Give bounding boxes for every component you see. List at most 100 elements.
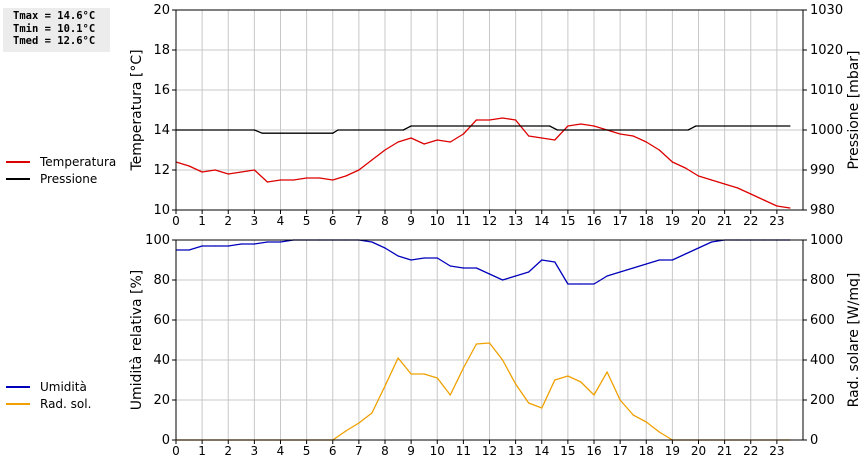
x-tick-label: 9: [407, 444, 415, 458]
y2-tick-label: 800: [810, 273, 835, 288]
data-point-rad-sol: [567, 375, 569, 377]
data-point-temperatura: [697, 175, 700, 177]
x-tick-label: 1: [198, 444, 206, 458]
x-tick-label: 5: [303, 444, 311, 458]
x-tick-label: 4: [277, 444, 285, 458]
data-point-umidit: [554, 261, 556, 263]
data-point-temperatura: [789, 207, 791, 209]
y-tick-label: 60: [153, 313, 170, 328]
data-point-umidit: [227, 245, 229, 247]
data-point-temperatura: [711, 179, 713, 181]
y-tick-label: 20: [153, 3, 170, 18]
x-tick-label: 17: [612, 214, 627, 228]
tmin-text: Tmin = 10.1°C: [13, 22, 96, 35]
data-point-umidit: [684, 253, 687, 255]
x-tick-label: 13: [508, 444, 523, 458]
data-point-umidit: [279, 241, 282, 243]
data-point-temperatura: [750, 193, 752, 195]
data-point-rad-sol: [528, 402, 530, 404]
data-point-umidit: [671, 259, 674, 261]
tmed-text: Tmed = 12.6°C: [13, 35, 96, 47]
data-point-rad-sol: [554, 379, 556, 381]
tmax-text: Tmax = 14.6°C: [13, 10, 96, 22]
data-point-umidit: [645, 263, 647, 265]
x-tick-label: 6: [329, 444, 337, 458]
x-tick-label: 0: [172, 214, 180, 228]
x-tick-label: 13: [508, 214, 523, 228]
data-point-temperatura: [371, 159, 373, 161]
data-point-rad-sol: [619, 399, 621, 401]
data-point-temperatura: [567, 125, 569, 127]
plot-frame-1: [175, 239, 804, 441]
data-point-temperatura: [266, 181, 268, 183]
x-tick-label: 19: [665, 444, 680, 458]
x-tick-label: 2: [224, 214, 232, 228]
y2-tick-label: 600: [810, 313, 835, 328]
data-point-temperatura: [384, 149, 386, 151]
data-point-pressione: [687, 129, 689, 131]
data-point-temperatura: [541, 137, 543, 139]
x-tick-label: 21: [717, 444, 732, 458]
data-point-temperatura: [632, 135, 634, 137]
data-point-rad-sol: [488, 342, 491, 344]
y-tick-label: 10: [153, 203, 170, 218]
series-line-pressione: [176, 125, 790, 134]
legend-label-pressione: Pressione: [40, 171, 98, 186]
x-tick-label: 9: [407, 214, 415, 228]
data-point-rad-sol: [423, 373, 425, 375]
y-tick-label: 14: [153, 123, 170, 138]
data-point-rad-sol: [475, 343, 477, 345]
y2-tick-label: 1030: [810, 3, 843, 18]
data-point-temperatura: [658, 149, 660, 151]
legend-bottom: Umidità Rad. sol.: [6, 378, 91, 412]
data-point-rad-sol: [462, 367, 464, 369]
data-point-temperatura: [201, 171, 203, 173]
data-point-umidit: [449, 265, 451, 267]
x-tick-label: 8: [381, 444, 389, 458]
x-tick-label: 18: [639, 444, 654, 458]
data-point-umidit: [410, 259, 412, 261]
data-point-rad-sol: [580, 381, 582, 383]
data-point-temperatura: [436, 139, 438, 141]
x-tick-label: 7: [355, 444, 363, 458]
x-tick-label: 22: [743, 444, 758, 458]
data-point-umidit: [240, 243, 242, 245]
data-point-pressione: [549, 125, 551, 127]
data-point-temperatura: [449, 141, 451, 143]
data-point-rad-sol: [449, 394, 451, 396]
data-point-temperatura: [462, 133, 464, 135]
data-point-umidit: [462, 267, 464, 269]
data-point-temperatura: [580, 123, 582, 125]
data-point-rad-sol: [606, 371, 608, 373]
data-point-temperatura: [475, 119, 477, 121]
x-tick-label: 20: [691, 214, 706, 228]
legend-swatch-umidita: [6, 385, 30, 388]
data-point-umidit: [567, 283, 569, 285]
data-point-temperatura: [645, 141, 647, 143]
data-point-umidit: [541, 259, 543, 261]
series-line-umidit: [176, 239, 790, 285]
x-tick-label: 20: [691, 444, 706, 458]
data-point-umidit: [502, 279, 504, 281]
data-point-temperatura: [306, 177, 308, 179]
y-tick-label: 40: [153, 353, 170, 368]
x-tick-label: 14: [534, 214, 549, 228]
data-point-temperatura: [410, 137, 412, 139]
data-point-pressione: [261, 132, 263, 134]
data-point-rad-sol: [515, 383, 517, 385]
x-tick-label: 16: [586, 214, 601, 228]
data-point-umidit: [266, 241, 268, 243]
y2-tick-label: 1000: [810, 233, 843, 248]
x-tick-label: 18: [639, 214, 654, 228]
data-point-temperatura: [593, 125, 595, 127]
data-point-temperatura: [528, 135, 530, 137]
x-tick-label: 10: [430, 214, 445, 228]
y2-tick-label: 980: [810, 203, 835, 218]
data-point-rad-sol: [436, 377, 438, 379]
y-tick-label: 0: [162, 433, 170, 448]
data-point-rad-sol: [645, 421, 647, 423]
legend-top: Temperatura Pressione: [6, 153, 116, 187]
data-point-temperatura: [554, 139, 556, 141]
data-point-temperatura: [214, 169, 216, 171]
